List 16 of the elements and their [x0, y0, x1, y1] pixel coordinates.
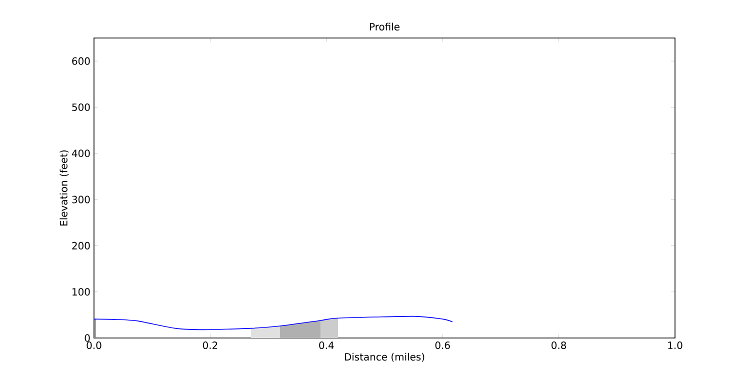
y-tick-label: 300 [72, 196, 90, 204]
y-tick-label: 600 [72, 57, 90, 65]
y-tick-label: 400 [72, 150, 90, 158]
y-tick-label: 100 [72, 288, 90, 296]
x-tick-label: 0.4 [319, 342, 334, 350]
chart-title: Profile [370, 22, 400, 31]
y-tick-label: 200 [72, 242, 90, 250]
y-axis-title: Elevation (feet) [60, 150, 69, 226]
x-tick-label: 0.8 [552, 342, 566, 350]
x-tick-label: 1.0 [668, 342, 682, 350]
x-tick-label: 0.2 [202, 342, 218, 350]
y-tick-label: 500 [72, 103, 90, 111]
y-tick-label: 0 [84, 334, 90, 342]
x-tick-label: 0.6 [435, 342, 450, 350]
x-tick-label: 0.0 [86, 342, 102, 350]
x-axis-title: Distance (miles) [344, 352, 424, 362]
